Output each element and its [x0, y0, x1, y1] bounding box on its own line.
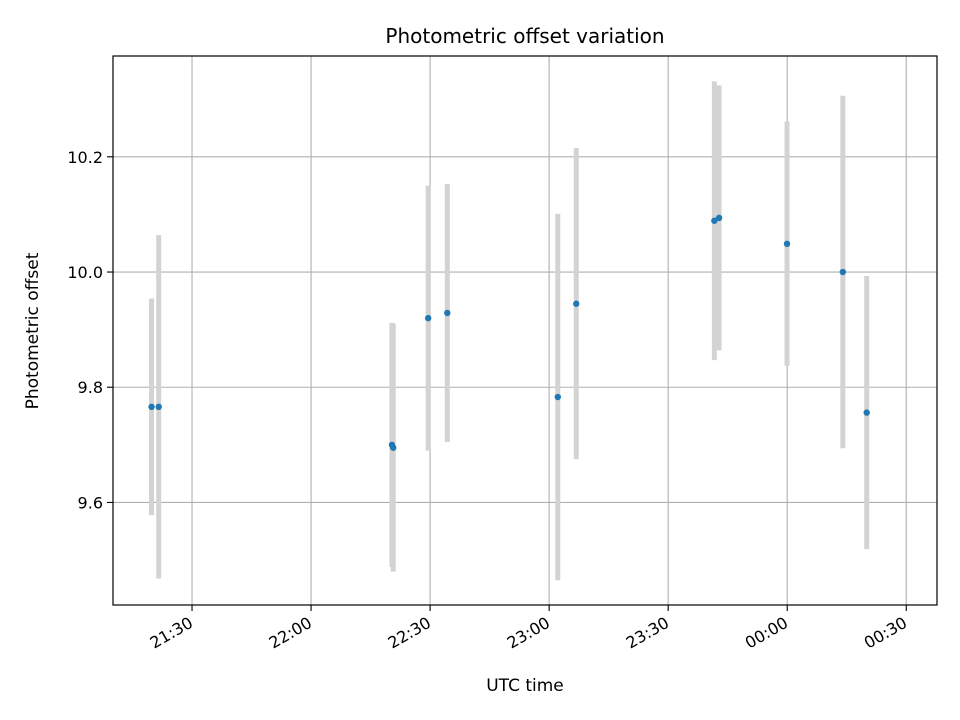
y-tick-label: 9.8	[78, 378, 103, 397]
y-tick-label: 9.6	[78, 493, 103, 512]
x-tick-label: 00:00	[742, 613, 791, 653]
x-tick-label: 22:30	[385, 613, 434, 653]
error-bars	[149, 81, 870, 581]
x-axis-title: UTC time	[486, 676, 564, 696]
y-tick-label: 10.0	[67, 263, 103, 282]
data-point	[573, 300, 580, 307]
axis-ticks: 21:30 22:00 22:30 23:00 23:30 00:00 00:30 9.6 9.…	[67, 148, 910, 653]
data-point	[554, 393, 562, 401]
data-point	[783, 240, 791, 248]
y-axis-title: Photometric offset	[23, 252, 43, 409]
y-tick-label: 10.2	[67, 148, 103, 167]
data-point	[444, 309, 451, 317]
x-tick-label: 23:30	[623, 613, 672, 653]
data-point	[390, 444, 397, 451]
data-point	[839, 268, 847, 276]
data-points	[148, 214, 870, 451]
x-tick-label: 23:00	[504, 613, 553, 653]
grid-lines	[113, 56, 937, 605]
plot-frame	[112, 55, 938, 606]
chart-title: Photometric offset variation	[385, 24, 664, 48]
x-tick-label: 22:00	[266, 613, 315, 653]
data-point	[715, 214, 723, 222]
data-point	[155, 403, 162, 411]
data-point	[863, 409, 870, 416]
data-point	[148, 403, 155, 411]
x-tick-label: 21:30	[147, 613, 196, 653]
x-tick-label: 00:30	[861, 613, 910, 653]
data-point	[424, 314, 432, 322]
data-point	[711, 217, 718, 224]
